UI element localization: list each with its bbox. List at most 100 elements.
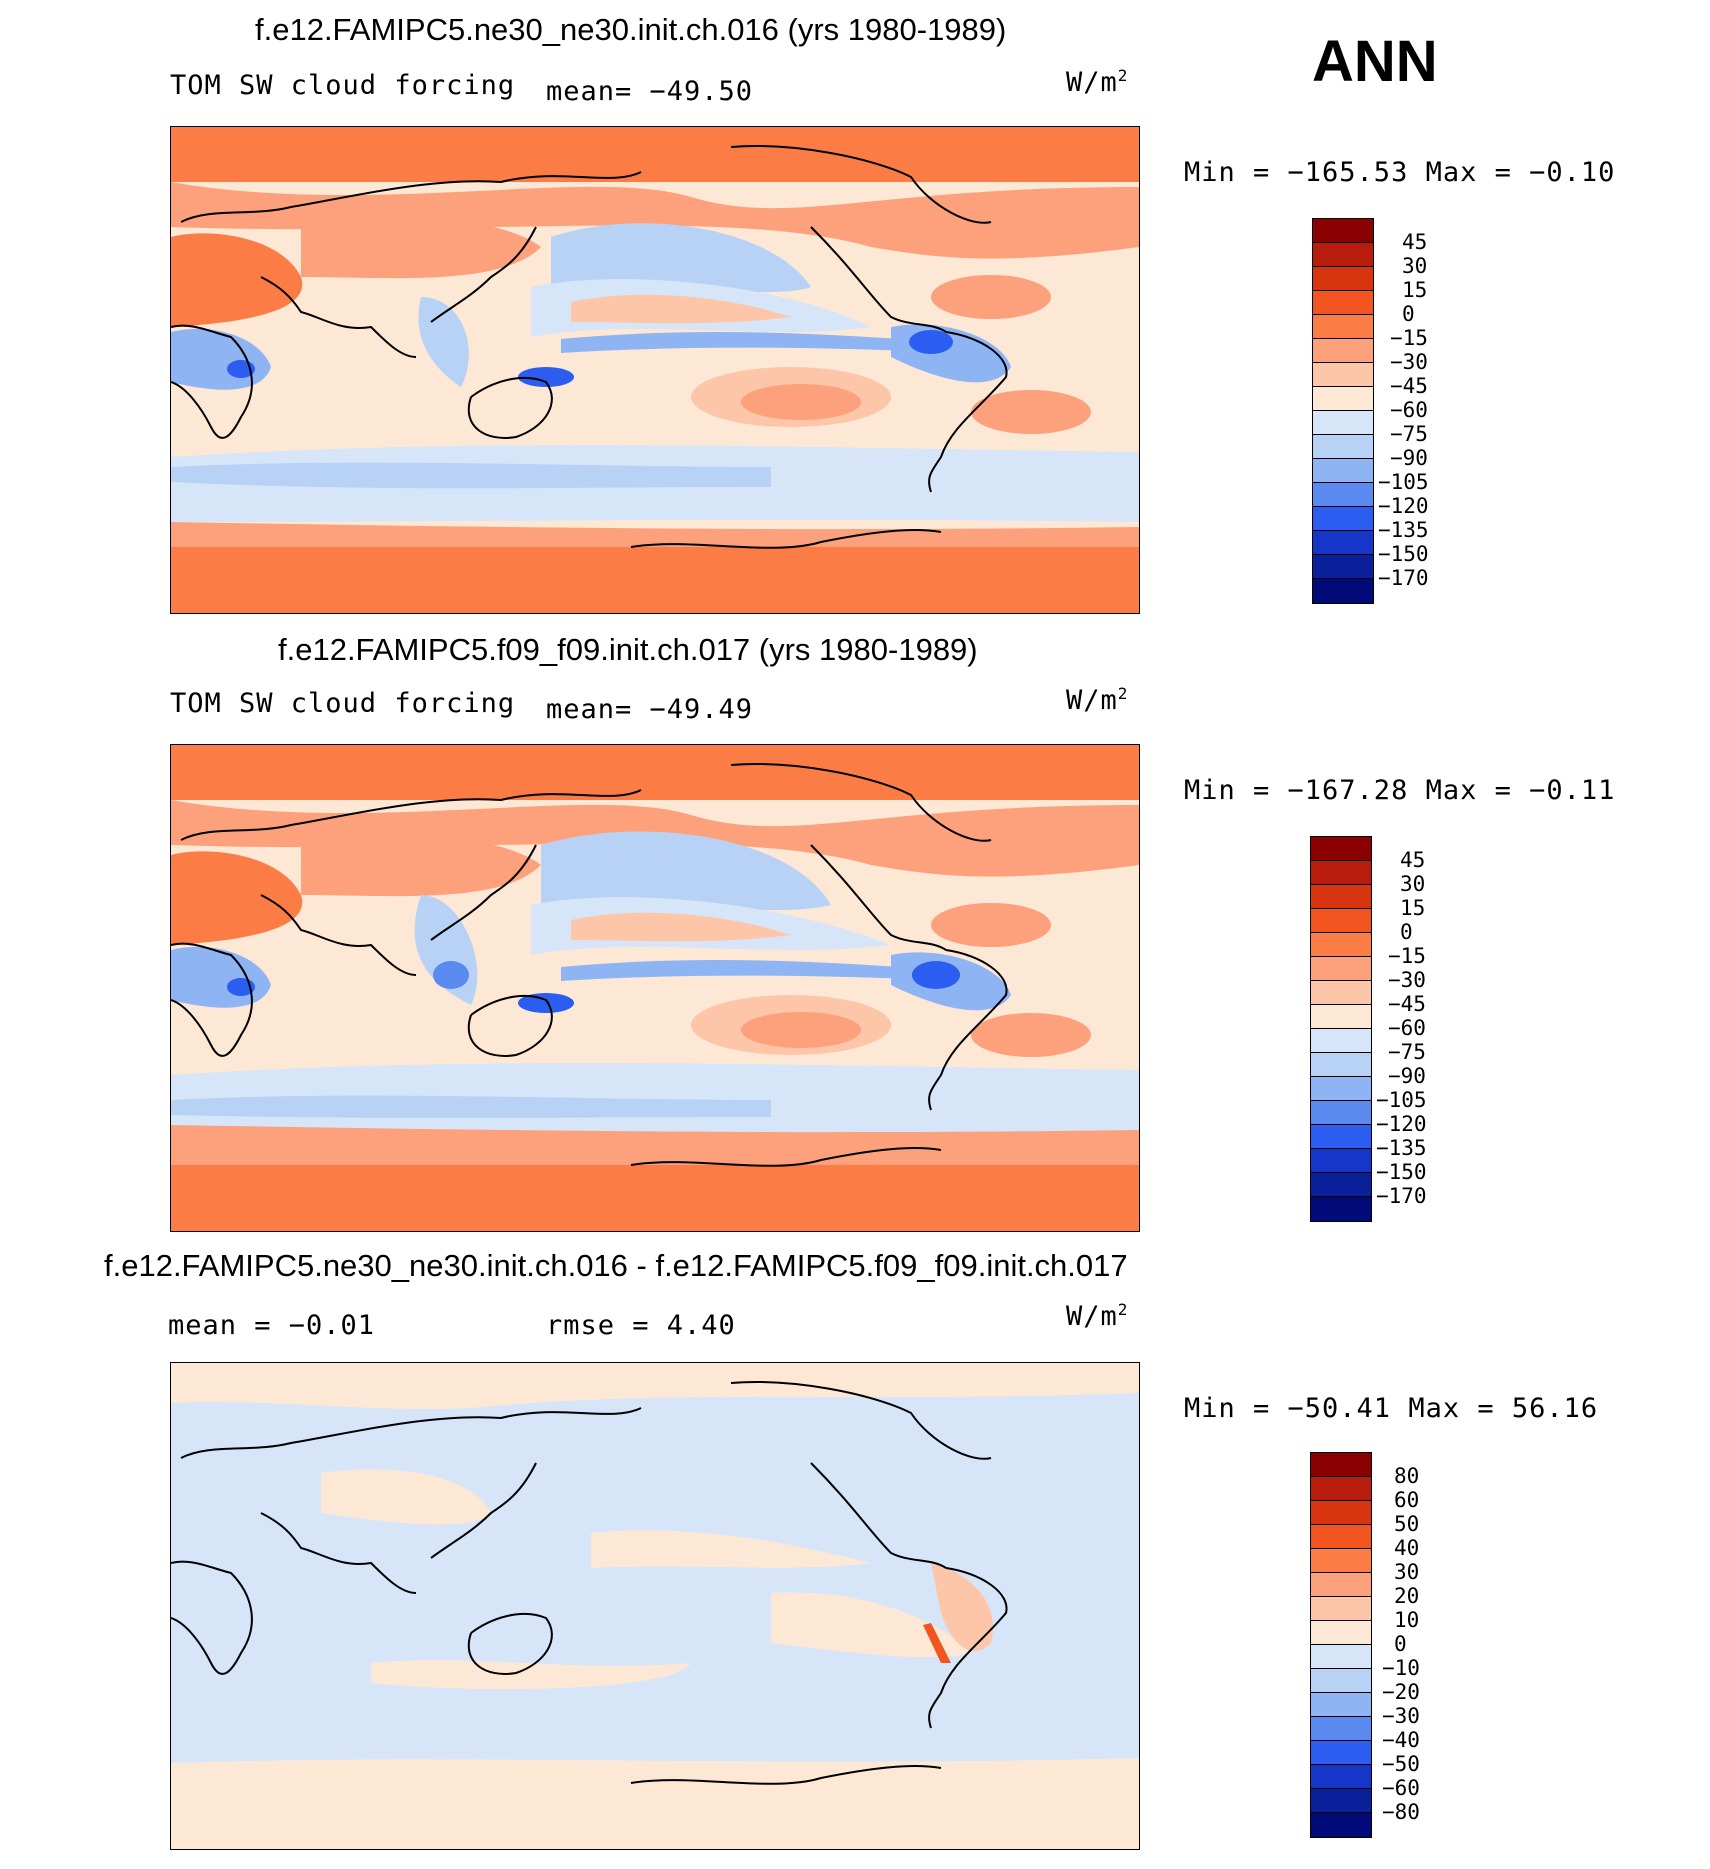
colorbar-tick-label: −135 — [1376, 1136, 1427, 1160]
panel-3-colorbar — [1310, 1452, 1372, 1838]
colorbar-swatch — [1311, 861, 1371, 885]
colorbar-swatch — [1311, 933, 1371, 957]
colorbar-tick-label: 10 — [1394, 1608, 1420, 1632]
colorbar-swatch — [1311, 1501, 1371, 1525]
panel-3-rmse-label: rmse = 4.40 — [546, 1310, 736, 1341]
panel-2-title: f.e12.FAMIPC5.f09_f09.init.ch.017 (yrs 1… — [278, 632, 978, 667]
colorbar-swatch — [1311, 1597, 1371, 1621]
panel-2-map-field — [171, 745, 1139, 1231]
colorbar-tick-label: 30 — [1400, 872, 1426, 896]
colorbar-swatch — [1311, 1789, 1371, 1813]
colorbar-swatch — [1313, 363, 1373, 387]
colorbar-swatch — [1311, 981, 1371, 1005]
colorbar-swatch — [1313, 459, 1373, 483]
colorbar-swatch — [1313, 411, 1373, 435]
colorbar-swatch — [1311, 1173, 1371, 1197]
panel-1-title: f.e12.FAMIPC5.ne30_ne30.init.ch.016 (yrs… — [255, 12, 1007, 47]
colorbar-tick-label: 60 — [1394, 1488, 1420, 1512]
panel-3-mean-label: mean = −0.01 — [168, 1310, 376, 1341]
colorbar-tick-label: −60 — [1388, 1016, 1426, 1040]
colorbar-swatch — [1311, 1053, 1371, 1077]
colorbar-tick-label: −45 — [1390, 374, 1428, 398]
colorbar-swatch — [1311, 1621, 1371, 1645]
colorbar-swatch — [1311, 837, 1371, 861]
colorbar-tick-label: 40 — [1394, 1536, 1420, 1560]
colorbar-swatch — [1311, 1741, 1371, 1765]
colorbar-tick-label: 0 — [1394, 1632, 1407, 1656]
colorbar-swatch — [1311, 1525, 1371, 1549]
panel-3-map — [170, 1362, 1140, 1850]
colorbar-tick-label: 15 — [1400, 896, 1426, 920]
colorbar-swatch — [1313, 579, 1373, 603]
colorbar-tick-label: −10 — [1382, 1656, 1420, 1680]
colorbar-tick-label: −150 — [1376, 1160, 1427, 1184]
colorbar-tick-label: −105 — [1378, 470, 1429, 494]
panel-1-colorbar — [1312, 218, 1374, 604]
colorbar-swatch — [1313, 291, 1373, 315]
colorbar-tick-label: 45 — [1402, 230, 1428, 254]
colorbar-swatch — [1311, 1029, 1371, 1053]
colorbar-tick-label: 0 — [1400, 920, 1413, 944]
panel-2-colorbar — [1310, 836, 1372, 1222]
colorbar-swatch — [1311, 1197, 1371, 1221]
colorbar-swatch — [1313, 507, 1373, 531]
colorbar-tick-label: −120 — [1378, 494, 1429, 518]
colorbar-swatch — [1313, 531, 1373, 555]
colorbar-tick-label: −75 — [1390, 422, 1428, 446]
colorbar-tick-label: 80 — [1394, 1464, 1420, 1488]
colorbar-swatch — [1313, 219, 1373, 243]
colorbar-tick-label: −105 — [1376, 1088, 1427, 1112]
colorbar-tick-label: 30 — [1402, 254, 1428, 278]
colorbar-swatch — [1311, 1005, 1371, 1029]
panel-2-map — [170, 744, 1140, 1232]
colorbar-swatch — [1311, 1573, 1371, 1597]
season-label: ANN — [1312, 29, 1438, 94]
colorbar-tick-label: −45 — [1388, 992, 1426, 1016]
colorbar-swatch — [1311, 1077, 1371, 1101]
colorbar-swatch — [1311, 1149, 1371, 1173]
colorbar-tick-label: −75 — [1388, 1040, 1426, 1064]
colorbar-swatch — [1313, 267, 1373, 291]
colorbar-tick-label: −120 — [1376, 1112, 1427, 1136]
colorbar-tick-label: −60 — [1390, 398, 1428, 422]
panel-1-units: W/m2 — [1066, 66, 1129, 98]
colorbar-tick-label: −90 — [1390, 446, 1428, 470]
colorbar-tick-label: 30 — [1394, 1560, 1420, 1584]
colorbar-tick-label: 20 — [1394, 1584, 1420, 1608]
colorbar-tick-label: −30 — [1382, 1704, 1420, 1728]
colorbar-swatch — [1311, 1125, 1371, 1149]
colorbar-swatch — [1311, 909, 1371, 933]
colorbar-swatch — [1313, 243, 1373, 267]
colorbar-swatch — [1311, 1765, 1371, 1789]
panel-2-variable-label: TOM SW cloud forcing — [170, 688, 516, 719]
colorbar-swatch — [1311, 1549, 1371, 1573]
colorbar-swatch — [1313, 387, 1373, 411]
panel-3-min-max: Min = −50.41 Max = 56.16 — [1184, 1393, 1599, 1424]
panel-3-units: W/m2 — [1066, 1300, 1129, 1332]
colorbar-tick-label: 0 — [1402, 302, 1415, 326]
colorbar-swatch — [1311, 1453, 1371, 1477]
panel-1-variable-label: TOM SW cloud forcing — [170, 70, 516, 101]
colorbar-tick-label: −30 — [1390, 350, 1428, 374]
colorbar-tick-label: −170 — [1378, 566, 1429, 590]
colorbar-tick-label: −150 — [1378, 542, 1429, 566]
colorbar-swatch — [1313, 339, 1373, 363]
colorbar-swatch — [1311, 1477, 1371, 1501]
colorbar-tick-label: −50 — [1382, 1752, 1420, 1776]
panel-2-min-max: Min = −167.28 Max = −0.11 — [1184, 775, 1616, 806]
colorbar-tick-label: −30 — [1388, 968, 1426, 992]
colorbar-tick-label: −90 — [1388, 1064, 1426, 1088]
colorbar-swatch — [1311, 957, 1371, 981]
colorbar-tick-label: 50 — [1394, 1512, 1420, 1536]
colorbar-swatch — [1313, 435, 1373, 459]
colorbar-swatch — [1311, 1101, 1371, 1125]
panel-1-min-max: Min = −165.53 Max = −0.10 — [1184, 157, 1616, 188]
colorbar-swatch — [1311, 885, 1371, 909]
colorbar-tick-label: −20 — [1382, 1680, 1420, 1704]
colorbar-swatch — [1313, 555, 1373, 579]
colorbar-swatch — [1311, 1717, 1371, 1741]
colorbar-tick-label: 45 — [1400, 848, 1426, 872]
colorbar-tick-label: −170 — [1376, 1184, 1427, 1208]
colorbar-tick-label: −135 — [1378, 518, 1429, 542]
colorbar-swatch — [1311, 1693, 1371, 1717]
